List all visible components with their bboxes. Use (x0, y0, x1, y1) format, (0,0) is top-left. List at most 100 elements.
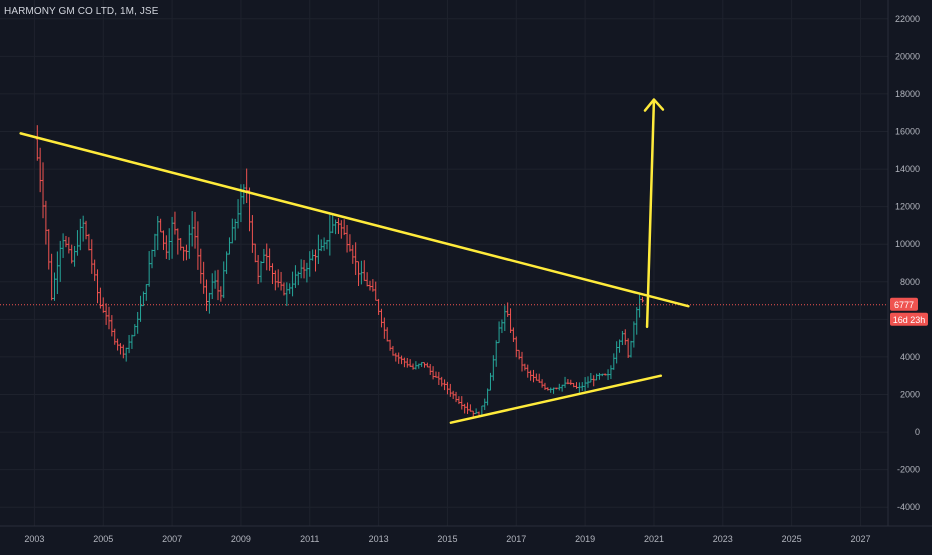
candle (52, 272, 56, 301)
candle (331, 214, 335, 234)
x-tick-label: 2027 (850, 534, 870, 544)
candle (176, 228, 180, 255)
candle (276, 269, 280, 288)
candle (305, 262, 309, 283)
candle (385, 327, 389, 342)
candle (70, 244, 74, 264)
candle (64, 235, 68, 248)
candle (293, 265, 297, 288)
candle (491, 355, 495, 381)
candle (242, 184, 246, 205)
candle (250, 215, 254, 253)
candle (87, 233, 91, 251)
candle (626, 338, 630, 359)
candle (405, 358, 409, 368)
candle (448, 383, 452, 397)
candle (67, 237, 71, 254)
candle (230, 218, 234, 244)
candle (98, 287, 102, 309)
support-trendline[interactable] (449, 374, 663, 424)
candle (225, 251, 229, 274)
y-tick-label: 4000 (900, 352, 920, 362)
candle (589, 372, 593, 383)
candle (113, 328, 117, 345)
candle (534, 373, 538, 381)
candle (116, 338, 120, 351)
candle (523, 363, 527, 371)
candle (612, 353, 616, 370)
candle (50, 253, 54, 301)
candle (265, 243, 269, 271)
y-tick-label: 0 (915, 427, 920, 437)
candle (170, 216, 174, 259)
candle (78, 218, 82, 251)
candle (445, 381, 449, 395)
time-axis: 2003 2005 2007 2009 2011 2013 2015 2017 2019 2021… (24, 534, 870, 544)
candle (299, 259, 303, 279)
candle (311, 249, 315, 261)
candle (124, 347, 128, 362)
candle (73, 245, 77, 267)
candle (58, 240, 62, 282)
candle (411, 363, 415, 370)
candle (348, 234, 352, 252)
candles (35, 125, 644, 419)
candle (147, 251, 151, 287)
y-tick-label: 16000 (895, 127, 920, 137)
candle (365, 272, 369, 287)
y-tick-label: 20000 (895, 51, 920, 61)
candle (606, 369, 610, 381)
candle (382, 317, 386, 339)
candle (339, 220, 343, 239)
candle (520, 351, 524, 372)
countdown-tag: 16d 23h (890, 312, 928, 326)
candle (394, 352, 398, 362)
candle (219, 286, 223, 302)
candle (460, 396, 464, 410)
candle (325, 239, 329, 250)
candle (609, 365, 613, 380)
candle (463, 403, 467, 414)
candle (417, 363, 421, 369)
x-tick-label: 2019 (575, 534, 595, 544)
candle (270, 263, 274, 285)
x-tick-label: 2021 (644, 534, 664, 544)
candle (150, 249, 154, 269)
candle (316, 234, 320, 264)
candle (428, 364, 432, 375)
candle (268, 248, 272, 271)
candle (454, 391, 458, 403)
candle (199, 248, 203, 284)
candle (130, 334, 134, 349)
resistance-trendline[interactable] (19, 132, 690, 308)
y-tick-label: 22000 (895, 14, 920, 24)
y-tick-label: 10000 (895, 239, 920, 249)
candle (121, 344, 125, 359)
x-tick-label: 2017 (506, 534, 526, 544)
grid (0, 0, 888, 526)
candle (110, 315, 114, 337)
candle (540, 379, 544, 388)
breakout-arrow-shaft[interactable] (645, 98, 656, 329)
candle (457, 396, 461, 405)
candle (164, 235, 168, 259)
candle (357, 261, 361, 287)
candle (586, 376, 590, 388)
candle (179, 238, 183, 251)
candle (509, 308, 513, 334)
candle (466, 402, 470, 415)
candle (377, 298, 381, 315)
candle (595, 373, 599, 381)
candle (635, 307, 639, 335)
candle (210, 273, 214, 300)
candle (248, 187, 252, 232)
breakout-arrow-head[interactable] (643, 98, 665, 112)
candle (101, 297, 105, 313)
candle (443, 379, 447, 391)
candle (253, 243, 257, 263)
candle (308, 251, 312, 277)
candle (35, 125, 39, 161)
candle (488, 372, 492, 391)
